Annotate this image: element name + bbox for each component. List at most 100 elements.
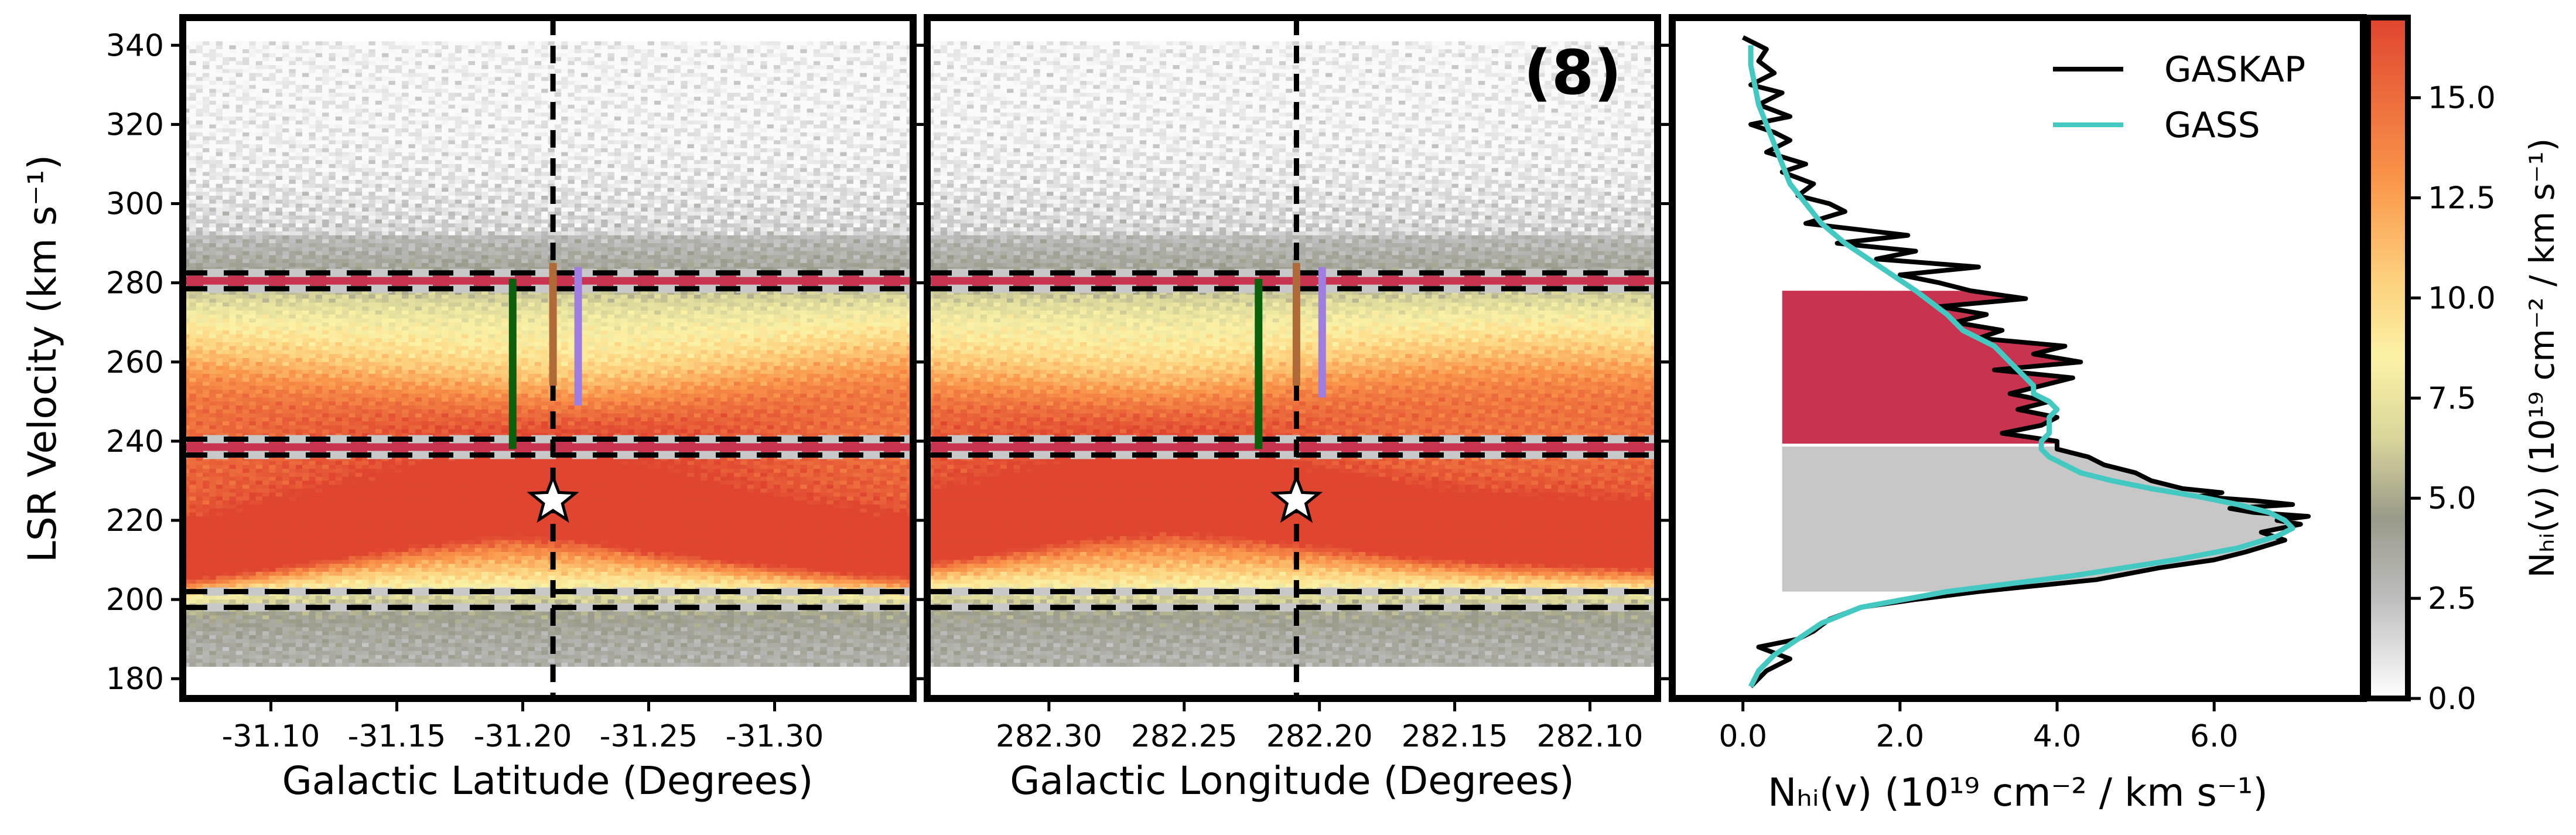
pv-pixel (554, 65, 562, 70)
pv-pixel (462, 148, 469, 153)
pv-pixel (275, 120, 283, 125)
pv-pixel (235, 140, 243, 145)
pv-pixel (621, 156, 628, 161)
pv-pixel (355, 104, 363, 109)
pv-pixel (800, 113, 808, 117)
pv-pixel (561, 108, 569, 113)
pv-pixel (720, 140, 728, 145)
pv-pixel (269, 108, 276, 113)
pv-pixel (641, 144, 648, 149)
pv-pixel (661, 140, 668, 145)
pv-pixel (574, 29, 582, 34)
pv-pixel (720, 57, 728, 62)
pv-pixel (216, 41, 223, 46)
pv-pixel (408, 33, 416, 38)
pv-pixel (402, 113, 409, 117)
pv-pixel (196, 179, 203, 185)
pv-pixel (826, 61, 834, 66)
pv-pixel (395, 168, 402, 173)
pv-pixel (514, 176, 522, 180)
pv-pixel (813, 104, 821, 109)
pv-pixel (900, 41, 907, 46)
pv-pixel (435, 93, 442, 97)
pv-pixel (621, 179, 628, 185)
pv-pixel (607, 37, 615, 42)
pv-pixel (767, 73, 774, 77)
pv-pixel (302, 163, 309, 169)
pv-pixel (534, 97, 542, 101)
pv-pixel (322, 136, 329, 141)
pv-pixel (275, 163, 283, 169)
pv-pixel (415, 148, 422, 153)
pv-pixel (448, 104, 456, 109)
pv-pixel (634, 120, 641, 125)
pv-pixel (189, 93, 197, 97)
pv-pixel (295, 113, 303, 117)
pv-pixel (647, 57, 655, 62)
pv-pixel (594, 45, 602, 50)
pv-pixel (269, 57, 276, 62)
pv-pixel (621, 144, 628, 149)
pv-pixel (873, 120, 880, 125)
pv-pixel (634, 188, 641, 192)
pv-pixel (335, 97, 343, 101)
pv-pixel (455, 25, 462, 30)
pv-pixel (408, 49, 416, 54)
pv-pixel (654, 132, 661, 137)
pv-pixel (196, 65, 203, 70)
pv-pixel (362, 124, 370, 129)
pv-pixel (229, 29, 237, 34)
pv-pixel (508, 53, 515, 58)
pv-pixel (514, 156, 522, 161)
pv-pixel (701, 140, 708, 145)
pv-pixel (733, 188, 741, 192)
pv-pixel (846, 29, 854, 34)
pv-pixel (833, 136, 841, 141)
pv-pixel (229, 160, 237, 165)
pv-pixel (720, 188, 728, 192)
pv-pixel (674, 183, 681, 189)
pv-pixel (428, 21, 436, 26)
pv-pixel (196, 132, 203, 137)
pv-pixel (289, 57, 296, 62)
pv-pixel (375, 69, 382, 74)
pv-pixel (196, 120, 203, 125)
pv-pixel (255, 179, 263, 185)
pv-pixel (289, 132, 296, 137)
pv-pixel (767, 132, 774, 137)
pv-pixel (235, 120, 243, 125)
pv-pixel (388, 77, 396, 81)
pv-pixel (408, 61, 416, 66)
pv-pixel (900, 124, 907, 129)
pv-pixel (707, 168, 715, 173)
pv-pixel (561, 144, 569, 149)
pv-pixel (720, 41, 728, 46)
pv-pixel (581, 179, 589, 185)
pv-pixel (375, 37, 382, 42)
pv-pixel (448, 33, 456, 38)
pv-pixel (840, 192, 848, 196)
pv-pixel (428, 100, 436, 105)
pv-pixel (235, 144, 243, 149)
pv-pixel (707, 183, 715, 189)
pv-pixel (654, 93, 661, 97)
pv-pixel (713, 113, 721, 117)
pv-pixel (733, 104, 741, 109)
pv-pixel (846, 116, 854, 121)
pv-pixel (514, 57, 522, 62)
pv-pixel (581, 100, 589, 105)
pv-pixel (561, 140, 569, 145)
pv-pixel (249, 25, 257, 30)
pv-pixel (846, 53, 854, 58)
pv-pixel (315, 65, 323, 70)
pv-pixel (329, 53, 336, 58)
pv-pixel (521, 49, 529, 54)
pv-pixel (681, 29, 688, 34)
pv-pixel (368, 124, 376, 129)
pv-pixel (189, 33, 197, 38)
pv-pixel (329, 124, 336, 129)
pv-pixel (601, 163, 609, 169)
pv-pixel (866, 49, 874, 54)
pv-pixel (667, 108, 675, 113)
pv-pixel (249, 148, 257, 153)
